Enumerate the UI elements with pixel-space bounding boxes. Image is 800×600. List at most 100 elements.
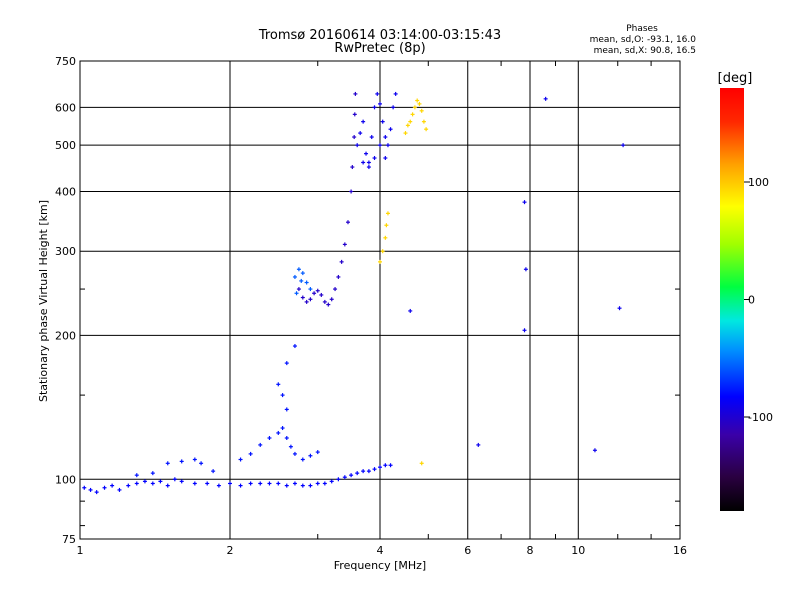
echo-point bbox=[102, 485, 107, 490]
echo-point bbox=[388, 127, 393, 132]
echo-point bbox=[378, 465, 382, 470]
echo-point bbox=[292, 451, 297, 456]
echo-point bbox=[410, 112, 415, 117]
echo-point bbox=[300, 271, 305, 276]
echo-point bbox=[385, 143, 390, 148]
echo-point bbox=[199, 461, 204, 466]
echo-point bbox=[126, 483, 131, 488]
echo-point bbox=[378, 259, 382, 264]
echo-point bbox=[319, 292, 324, 297]
echo-point bbox=[304, 280, 309, 285]
echo-point bbox=[82, 485, 87, 490]
echo-point bbox=[315, 450, 320, 455]
echo-point bbox=[322, 299, 327, 304]
echo-point bbox=[165, 483, 170, 488]
echo-point bbox=[326, 302, 331, 307]
echo-point bbox=[284, 435, 289, 440]
echo-point bbox=[312, 291, 317, 296]
echo-point bbox=[292, 344, 297, 349]
echo-point bbox=[380, 119, 385, 124]
echo-point bbox=[361, 160, 366, 165]
y-tick-label: 500 bbox=[55, 139, 76, 152]
echo-point bbox=[412, 105, 417, 110]
echo-point bbox=[342, 475, 347, 480]
x-tick-label: 8 bbox=[527, 544, 534, 557]
echo-point bbox=[211, 469, 216, 474]
x-tick-label: 4 bbox=[377, 544, 384, 557]
echo-point bbox=[372, 467, 377, 472]
x-tick-label: 16 bbox=[673, 544, 687, 557]
echo-point bbox=[150, 481, 155, 486]
echo-point bbox=[388, 463, 393, 468]
echo-point bbox=[350, 165, 355, 170]
echo-point bbox=[276, 481, 281, 486]
stats-x-mode: mean, sd,X: 90.8, 16.5 bbox=[594, 46, 696, 56]
echo-point bbox=[361, 469, 366, 474]
echo-point bbox=[415, 98, 420, 103]
y-tick-label: 75 bbox=[62, 533, 76, 546]
echo-point bbox=[300, 457, 305, 462]
x-axis-ticks: 1 2 4 6 8 10 16 bbox=[77, 61, 687, 557]
echo-point bbox=[304, 299, 309, 304]
echo-point bbox=[391, 105, 396, 110]
x-axis-label: Frequency [MHz] bbox=[334, 559, 426, 572]
echo-point bbox=[300, 295, 305, 300]
echo-point bbox=[421, 119, 426, 124]
echo-point bbox=[384, 223, 389, 228]
echo-point bbox=[378, 101, 382, 106]
echo-point bbox=[352, 135, 357, 140]
y-axis-label: Stationary phase Virtual Height [km] bbox=[37, 200, 50, 402]
echo-point bbox=[296, 267, 301, 272]
y-tick-label: 400 bbox=[55, 185, 76, 198]
echo-point bbox=[299, 278, 304, 283]
echo-point bbox=[94, 490, 99, 495]
echo-point bbox=[592, 448, 597, 453]
echo-point bbox=[308, 287, 313, 292]
y-tick-label: 200 bbox=[55, 329, 76, 342]
echo-point bbox=[172, 477, 177, 482]
echo-point bbox=[329, 479, 334, 484]
echo-point bbox=[192, 457, 197, 462]
echo-point bbox=[238, 457, 243, 462]
chart-subtitle: RwPretec (8p) bbox=[334, 41, 425, 56]
echo-point bbox=[358, 131, 363, 136]
echo-point bbox=[378, 143, 382, 148]
echo-point bbox=[355, 471, 360, 476]
echo-point bbox=[383, 156, 388, 161]
stats-heading: Phases bbox=[626, 24, 658, 34]
echo-point bbox=[134, 473, 139, 478]
colorbar: [deg] 100 0 -100 bbox=[718, 71, 773, 511]
echo-point bbox=[179, 459, 184, 464]
x-tick-label: 6 bbox=[464, 544, 471, 557]
colorbar-gradient bbox=[720, 88, 744, 511]
colorbar-label: [deg] bbox=[718, 71, 753, 86]
echo-point bbox=[267, 481, 272, 486]
echo-point bbox=[353, 91, 358, 96]
echo-point bbox=[276, 430, 281, 435]
colorbar-tick-label: -100 bbox=[748, 411, 773, 424]
x-tick-label: 10 bbox=[571, 544, 585, 557]
echo-point bbox=[621, 143, 626, 148]
echo-point bbox=[342, 242, 347, 247]
echo-point bbox=[383, 235, 388, 240]
echo-point bbox=[267, 435, 272, 440]
echo-point bbox=[288, 444, 293, 449]
echo-point bbox=[294, 291, 299, 296]
echo-point bbox=[375, 91, 380, 96]
echo-point bbox=[150, 471, 155, 476]
echo-point bbox=[403, 131, 408, 136]
echo-point bbox=[366, 165, 371, 170]
echo-point bbox=[345, 220, 350, 225]
echo-point bbox=[333, 287, 338, 292]
echo-point bbox=[308, 453, 313, 458]
echo-point bbox=[296, 287, 301, 292]
echo-point bbox=[364, 151, 369, 156]
echo-point bbox=[329, 297, 334, 302]
echo-point bbox=[522, 200, 527, 205]
echo-point bbox=[476, 442, 481, 447]
echo-point bbox=[523, 267, 528, 272]
stats-o-mode: mean, sd,O: -93.1, 16.0 bbox=[590, 35, 697, 45]
echo-point bbox=[385, 211, 390, 216]
echo-point bbox=[424, 127, 429, 132]
echo-point bbox=[380, 249, 385, 254]
